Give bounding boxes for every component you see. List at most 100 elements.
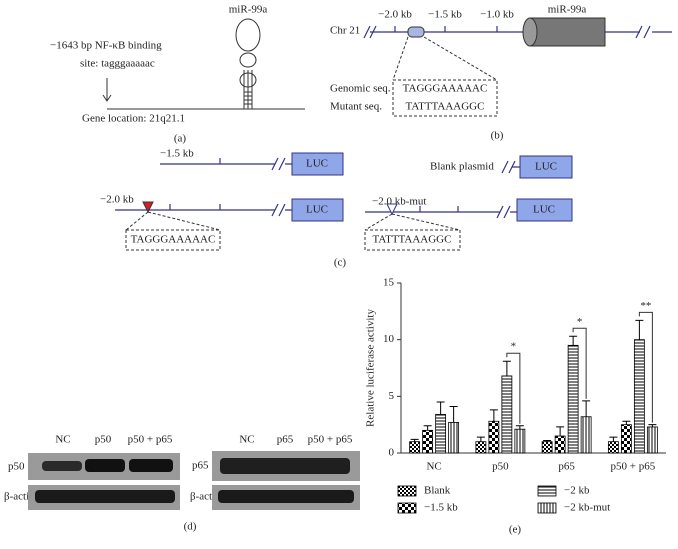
construct-line	[115, 203, 292, 217]
bar	[554, 435, 566, 454]
bar	[607, 441, 619, 454]
site-marker	[386, 203, 398, 216]
band	[218, 490, 354, 503]
luc-label: LUC	[535, 161, 557, 173]
legend-swatch	[397, 485, 417, 497]
row-label: p65	[192, 460, 209, 472]
x-tick-label: NC	[426, 461, 441, 473]
stem	[243, 70, 253, 109]
arrow	[102, 78, 112, 102]
significance: **	[640, 300, 651, 312]
panel-label: (d)	[184, 521, 197, 533]
mutant-seq: TATTTAAAGGC	[406, 101, 485, 113]
bulge	[239, 52, 257, 68]
x-tick-label: p65	[558, 461, 575, 473]
kb-label: −1.5 kb	[428, 9, 462, 21]
bar	[646, 426, 658, 454]
seq-box	[364, 229, 461, 251]
panel-label: (e)	[509, 524, 522, 536]
error-bar	[556, 426, 565, 436]
panel-label: (a)	[174, 133, 187, 145]
band	[129, 459, 173, 472]
error-bar	[449, 406, 458, 423]
luc-box	[516, 198, 573, 222]
construct-name: −2.0 kb	[100, 194, 134, 206]
kb-ticks	[394, 26, 498, 32]
zoom-lines	[364, 213, 461, 231]
error-bar	[436, 401, 445, 415]
bar	[409, 441, 421, 454]
panel-label: (b)	[491, 130, 504, 142]
significance-bracket	[572, 327, 587, 399]
x-tick-label: p50	[492, 461, 509, 473]
band	[42, 461, 82, 471]
panel-b: Chr 21 −2.0 kb −1.5 kb −1.0 kb miR-99a G…	[330, 4, 672, 142]
genomic-label: Genomic seq.	[330, 83, 391, 95]
error-bar	[476, 436, 485, 442]
luc-label: LUC	[533, 204, 555, 216]
mirna-label: miR-99a	[548, 4, 587, 16]
kb-label: −1.0 kb	[480, 9, 514, 21]
bar	[514, 428, 526, 454]
seq-box	[392, 79, 498, 117]
construct-name: −2.0 kb-mut	[372, 196, 426, 208]
binding-text: −1643 bp NF-κB binding	[50, 40, 162, 52]
error-bar	[515, 425, 524, 430]
luc-box	[291, 152, 344, 176]
y-tick-label: 5	[389, 390, 395, 402]
mirna-gene	[529, 17, 606, 47]
legend-label: Blank	[424, 485, 451, 497]
panel-c: −1.5 kb LUC Blank plasmid LUC −2.0 kb LU…	[100, 148, 573, 269]
zoom-lines	[125, 211, 221, 231]
construct-line	[501, 160, 520, 174]
mirna-gene-end	[522, 17, 538, 47]
luc-label: LUC	[306, 204, 328, 216]
seq-box	[125, 229, 221, 251]
site-text: site: tagggaaaaac	[80, 58, 155, 70]
error-bar	[582, 400, 591, 417]
lane-label: p50 + p65	[308, 434, 353, 446]
panel-label: (c)	[334, 257, 347, 269]
error-bar	[635, 319, 644, 340]
error-bar	[648, 424, 657, 427]
bar	[620, 424, 632, 454]
bar	[580, 416, 592, 454]
legend-swatch	[397, 502, 417, 514]
mutant-label: Mutant seq.	[330, 101, 382, 113]
luc-box	[291, 198, 344, 222]
row-label: p50	[8, 461, 25, 473]
error-bar	[502, 360, 511, 376]
bar	[422, 429, 434, 454]
seq: TAGGGAAAAAC	[131, 234, 216, 246]
lane-label: p50 + p65	[128, 434, 173, 446]
error-bar	[609, 436, 618, 442]
stem-pairs	[244, 91, 252, 105]
bar	[475, 441, 487, 454]
loop	[235, 18, 261, 52]
construct-line	[365, 205, 517, 219]
genomic-seq: TAGGGAAAAAC	[403, 83, 488, 95]
panel-a: miR-99a −1643 bp NF-κB binding site: tag…	[50, 4, 305, 145]
error-bar	[423, 425, 432, 431]
panel-e: Relative luciferase activity (e) 0 5 10 15 N…	[365, 277, 666, 536]
legend-label: −2 kb	[564, 485, 590, 497]
mirna-label: miR-99a	[229, 4, 268, 16]
error-bar	[543, 440, 552, 442]
luc-box	[519, 155, 573, 179]
significance: *	[511, 341, 517, 353]
y-tick-label: 10	[383, 333, 395, 345]
panel-d: NC p50 p50 + p65 p50 β-actin NC p65 p50 …	[4, 434, 360, 533]
legend-swatch	[537, 485, 557, 497]
error-bar	[410, 438, 419, 442]
band	[85, 459, 125, 472]
lane-label: NC	[239, 434, 254, 446]
zoom-lines	[392, 36, 498, 81]
seq: TATTTAAAGGC	[373, 234, 452, 246]
chromosome-line	[363, 25, 672, 39]
bar	[633, 339, 645, 454]
error-bar	[569, 335, 578, 346]
bar	[541, 441, 553, 454]
chromosome-label: Chr 21	[330, 25, 360, 37]
legend-label: −1.5 kb	[424, 502, 458, 514]
